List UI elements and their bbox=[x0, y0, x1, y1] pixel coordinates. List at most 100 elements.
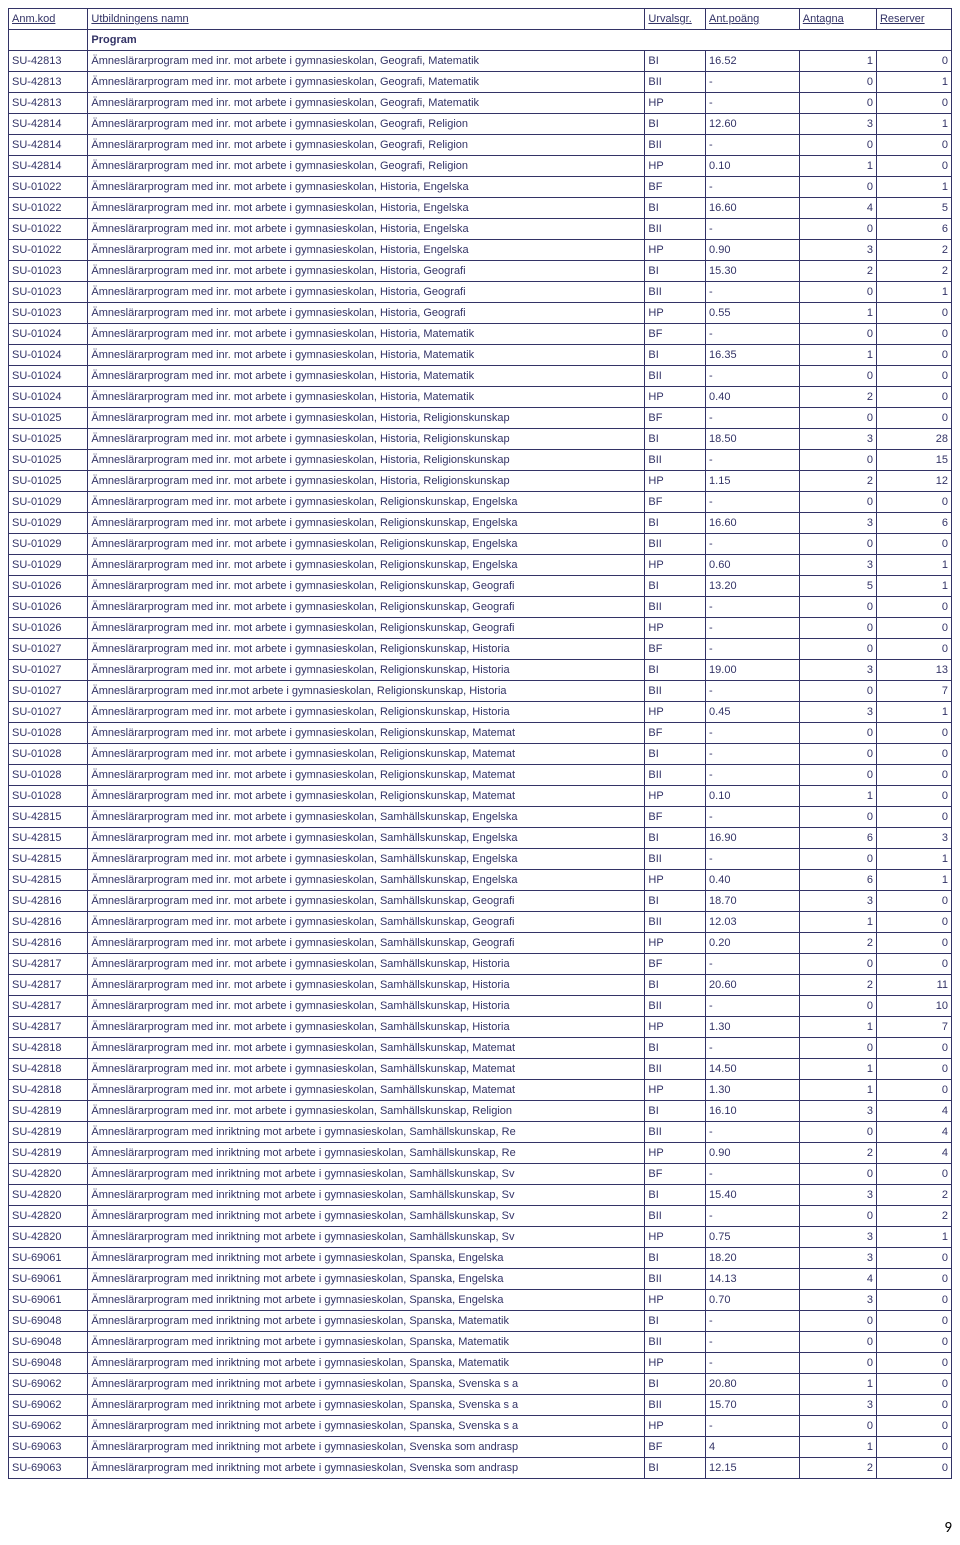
cell-name: Ämneslärarprogram med inr. mot arbete i … bbox=[88, 513, 645, 534]
cell-urval: BF bbox=[645, 324, 706, 345]
cell-antagna: 0 bbox=[799, 639, 876, 660]
cell-reserver: 2 bbox=[876, 1206, 951, 1227]
cell-poang: 0.70 bbox=[706, 1290, 800, 1311]
cell-reserver: 0 bbox=[876, 492, 951, 513]
cell-code: SU-01022 bbox=[9, 198, 88, 219]
cell-code: SU-01025 bbox=[9, 429, 88, 450]
cell-code: SU-42815 bbox=[9, 828, 88, 849]
cell-code: SU-01029 bbox=[9, 534, 88, 555]
cell-reserver: 2 bbox=[876, 1185, 951, 1206]
cell-urval: BII bbox=[645, 1332, 706, 1353]
cell-antagna: 3 bbox=[799, 114, 876, 135]
cell-reserver: 0 bbox=[876, 1395, 951, 1416]
cell-code: SU-01024 bbox=[9, 387, 88, 408]
cell-urval: HP bbox=[645, 240, 706, 261]
cell-urval: HP bbox=[645, 1080, 706, 1101]
table-row: SU-42820Ämneslärarprogram med inriktning… bbox=[9, 1227, 952, 1248]
col-header-reserver: Reserver bbox=[876, 9, 951, 30]
cell-name: Ämneslärarprogram med inriktning mot arb… bbox=[88, 1332, 645, 1353]
cell-poang: - bbox=[706, 807, 800, 828]
cell-urval: HP bbox=[645, 702, 706, 723]
cell-code: SU-42816 bbox=[9, 912, 88, 933]
cell-code: SU-42813 bbox=[9, 72, 88, 93]
cell-name: Ämneslärarprogram med inr. mot arbete i … bbox=[88, 534, 645, 555]
cell-reserver: 0 bbox=[876, 912, 951, 933]
cell-code: SU-42815 bbox=[9, 807, 88, 828]
cell-urval: BII bbox=[645, 597, 706, 618]
cell-name: Ämneslärarprogram med inr. mot arbete i … bbox=[88, 828, 645, 849]
table-row: SU-01029Ämneslärarprogram med inr. mot a… bbox=[9, 534, 952, 555]
cell-urval: BI bbox=[645, 345, 706, 366]
cell-urval: HP bbox=[645, 471, 706, 492]
cell-poang: 12.15 bbox=[706, 1458, 800, 1479]
section-row: Program bbox=[9, 30, 952, 51]
cell-antagna: 0 bbox=[799, 1416, 876, 1437]
cell-antagna: 0 bbox=[799, 93, 876, 114]
cell-name: Ämneslärarprogram med inr. mot arbete i … bbox=[88, 870, 645, 891]
cell-code: SU-01024 bbox=[9, 366, 88, 387]
cell-code: SU-42814 bbox=[9, 135, 88, 156]
table-row: SU-69063Ämneslärarprogram med inriktning… bbox=[9, 1458, 952, 1479]
table-row: SU-01025Ämneslärarprogram med inr. mot a… bbox=[9, 471, 952, 492]
cell-code: SU-01029 bbox=[9, 555, 88, 576]
cell-urval: BII bbox=[645, 912, 706, 933]
table-row: SU-01022Ämneslärarprogram med inr. mot a… bbox=[9, 198, 952, 219]
cell-name: Ämneslärarprogram med inriktning mot arb… bbox=[88, 1269, 645, 1290]
cell-reserver: 0 bbox=[876, 1458, 951, 1479]
cell-poang: - bbox=[706, 366, 800, 387]
cell-name: Ämneslärarprogram med inr. mot arbete i … bbox=[88, 849, 645, 870]
cell-antagna: 0 bbox=[799, 1311, 876, 1332]
cell-name: Ämneslärarprogram med inr. mot arbete i … bbox=[88, 261, 645, 282]
cell-reserver: 0 bbox=[876, 408, 951, 429]
cell-reserver: 0 bbox=[876, 366, 951, 387]
cell-code: SU-42813 bbox=[9, 93, 88, 114]
table-row: SU-42814Ämneslärarprogram med inr. mot a… bbox=[9, 114, 952, 135]
cell-code: SU-69048 bbox=[9, 1311, 88, 1332]
cell-urval: BI bbox=[645, 1248, 706, 1269]
cell-poang: - bbox=[706, 177, 800, 198]
table-row: SU-01028Ämneslärarprogram med inr. mot a… bbox=[9, 744, 952, 765]
table-row: SU-69048Ämneslärarprogram med inriktning… bbox=[9, 1332, 952, 1353]
cell-reserver: 6 bbox=[876, 219, 951, 240]
cell-poang: - bbox=[706, 1038, 800, 1059]
cell-poang: 18.70 bbox=[706, 891, 800, 912]
col-header-urval: Urvalsgr. bbox=[645, 9, 706, 30]
cell-poang: - bbox=[706, 408, 800, 429]
cell-urval: BI bbox=[645, 1101, 706, 1122]
cell-name: Ämneslärarprogram med inriktning mot arb… bbox=[88, 1395, 645, 1416]
cell-poang: 0.90 bbox=[706, 1143, 800, 1164]
cell-urval: BI bbox=[645, 261, 706, 282]
cell-antagna: 4 bbox=[799, 1269, 876, 1290]
cell-antagna: 3 bbox=[799, 702, 876, 723]
cell-reserver: 1 bbox=[876, 282, 951, 303]
table-row: SU-01024Ämneslärarprogram med inr. mot a… bbox=[9, 324, 952, 345]
cell-antagna: 0 bbox=[799, 324, 876, 345]
cell-name: Ämneslärarprogram med inriktning mot arb… bbox=[88, 1437, 645, 1458]
cell-antagna: 3 bbox=[799, 1185, 876, 1206]
cell-name: Ämneslärarprogram med inr. mot arbete i … bbox=[88, 786, 645, 807]
cell-name: Ämneslärarprogram med inr. mot arbete i … bbox=[88, 576, 645, 597]
cell-name: Ämneslärarprogram med inr. mot arbete i … bbox=[88, 912, 645, 933]
cell-name: Ämneslärarprogram med inriktning mot arb… bbox=[88, 1458, 645, 1479]
cell-code: SU-01027 bbox=[9, 660, 88, 681]
cell-antagna: 5 bbox=[799, 576, 876, 597]
cell-urval: BI bbox=[645, 576, 706, 597]
cell-reserver: 0 bbox=[876, 1437, 951, 1458]
cell-code: SU-01026 bbox=[9, 597, 88, 618]
cell-poang: 15.70 bbox=[706, 1395, 800, 1416]
cell-reserver: 0 bbox=[876, 744, 951, 765]
col-header-antagna: Antagna bbox=[799, 9, 876, 30]
cell-name: Ämneslärarprogram med inr. mot arbete i … bbox=[88, 954, 645, 975]
cell-poang: 0.45 bbox=[706, 702, 800, 723]
cell-poang: 0.40 bbox=[706, 870, 800, 891]
table-row: SU-42817Ämneslärarprogram med inr. mot a… bbox=[9, 975, 952, 996]
cell-code: SU-01029 bbox=[9, 513, 88, 534]
cell-reserver: 0 bbox=[876, 723, 951, 744]
cell-poang: 4 bbox=[706, 1437, 800, 1458]
table-row: SU-01027Ämneslärarprogram med inr. mot a… bbox=[9, 639, 952, 660]
table-row: SU-01028Ämneslärarprogram med inr. mot a… bbox=[9, 723, 952, 744]
cell-code: SU-42813 bbox=[9, 51, 88, 72]
table-row: SU-69048Ämneslärarprogram med inriktning… bbox=[9, 1311, 952, 1332]
cell-name: Ämneslärarprogram med inr.mot arbete i g… bbox=[88, 681, 645, 702]
table-row: SU-42813Ämneslärarprogram med inr. mot a… bbox=[9, 51, 952, 72]
